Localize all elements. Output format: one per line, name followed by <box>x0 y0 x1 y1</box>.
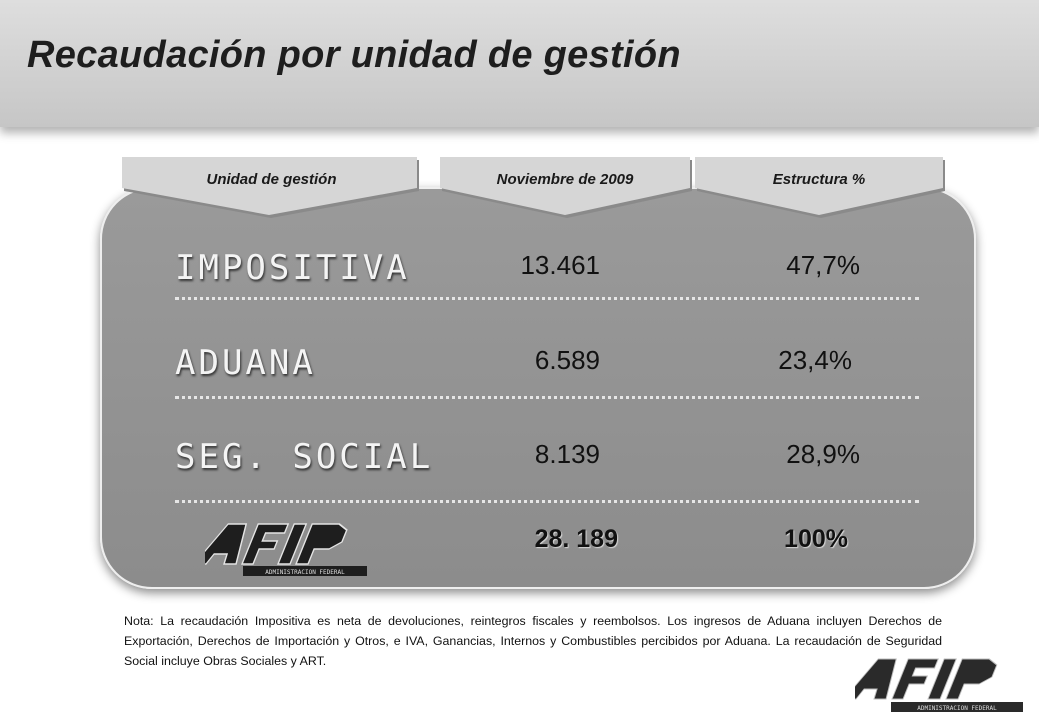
row-label: SEG. SOCIAL <box>175 437 434 477</box>
logo-caption: ADMINISTRACION FEDERAL <box>265 569 345 576</box>
afip-logo: ADMINISTRACION FEDERAL <box>205 523 367 576</box>
afip-logo-corner: ADMINISTRACION FEDERAL <box>855 658 1023 712</box>
table-row: SEG. SOCIAL 8.139 28,9% <box>0 437 1039 497</box>
row-amount: 6.589 <box>534 345 600 375</box>
logo-caption: ADMINISTRACION FEDERAL <box>917 705 997 712</box>
row-amount: 8.139 <box>534 439 600 469</box>
row-label: IMPOSITIVA <box>175 248 410 288</box>
total-row: 28. 189 100% <box>0 523 1039 583</box>
row-divider <box>175 500 919 503</box>
row-divider <box>175 297 919 300</box>
tab-shape <box>695 157 945 218</box>
total-amount: 28. 189 <box>534 525 618 553</box>
total-percentage: 100% <box>784 525 848 553</box>
column-header-estructura: Estructura % <box>695 157 994 219</box>
table-row: ADUANA 6.589 23,4% <box>0 343 1039 403</box>
column-header-label: Estructura % <box>772 171 866 188</box>
page-title: Recaudación por unidad de gestión <box>27 34 681 76</box>
column-header-label: Unidad de gestión <box>206 171 337 188</box>
row-amount: 13.461 <box>520 250 600 280</box>
row-label: ADUANA <box>175 343 316 383</box>
table-row: IMPOSITIVA 13.461 47,7% <box>0 248 1039 308</box>
row-percentage: 23,4% <box>778 345 852 375</box>
header-bar: Recaudación por unidad de gestión <box>0 0 1039 127</box>
row-divider <box>175 396 919 399</box>
tab-shape <box>122 157 419 218</box>
column-header-label: Noviembre de 2009 <box>496 171 634 188</box>
row-percentage: 47,7% <box>786 250 860 280</box>
column-header-noviembre: Noviembre de 2009 <box>440 157 739 219</box>
column-header-unidad: Unidad de gestión <box>122 157 421 219</box>
row-percentage: 28,9% <box>786 439 860 469</box>
footnote: Nota: La recaudación Impositiva es neta … <box>124 614 942 668</box>
tab-shape <box>440 157 692 218</box>
data-panel <box>100 187 976 589</box>
